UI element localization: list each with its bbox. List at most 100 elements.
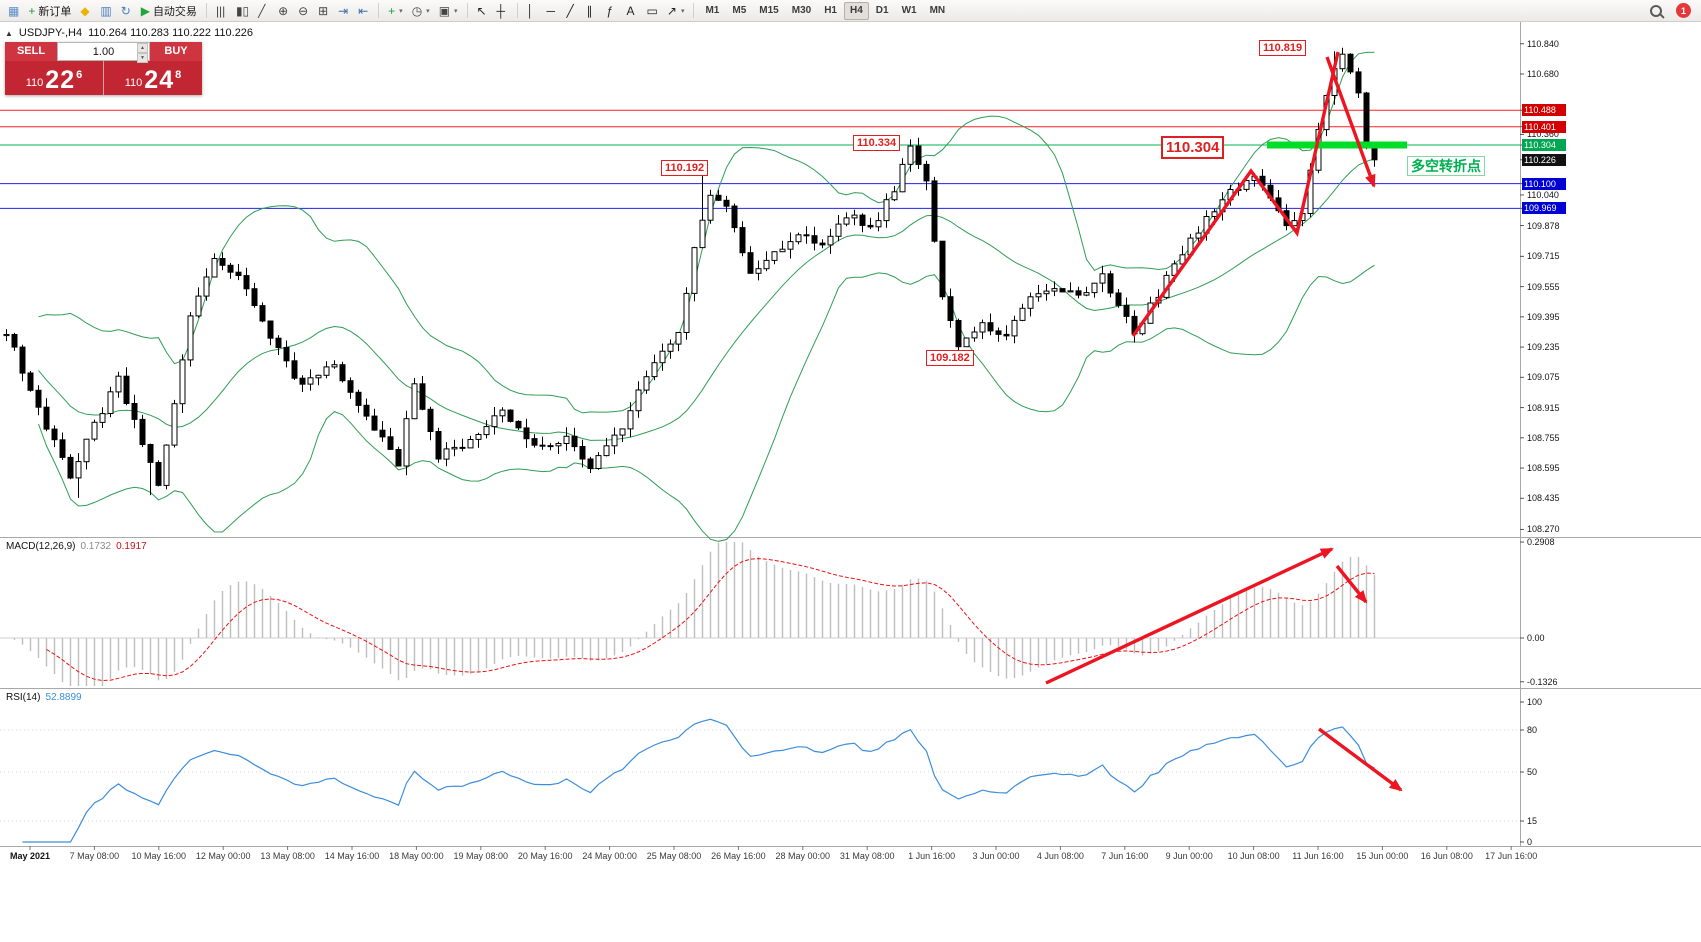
crosshair-icon: ┼ — [496, 3, 506, 18]
volume-stepper[interactable]: 1.00 ▲ ▼ — [57, 42, 150, 63]
toolbar-separator — [378, 3, 380, 18]
time-label-0: May 2021 — [9, 851, 51, 861]
timeframe-w1[interactable]: W1 — [896, 2, 923, 20]
macd-histogram — [13, 542, 1376, 686]
turning-point-label[interactable]: 多空转折点 — [1407, 156, 1485, 176]
label-tool-button[interactable]: ▭ — [643, 1, 662, 20]
volume-decrease-button[interactable]: ▼ — [137, 53, 148, 63]
timeframe-h4[interactable]: H4 — [843, 1, 869, 20]
rsi-indicator-label: RSI(14) 52.8899 — [6, 692, 82, 703]
timeframe-mn[interactable]: MN — [924, 2, 952, 20]
toolbar-separator — [205, 3, 207, 18]
indicator-plus-icon: + — [388, 3, 396, 18]
price-tick-109.075: 109.075 — [1527, 372, 1560, 383]
dropdown-caret-icon: ▾ — [680, 7, 685, 15]
rsi-line — [22, 718, 1375, 843]
trend-arrow-3[interactable] — [1335, 564, 1368, 604]
search-button[interactable] — [1646, 1, 1666, 20]
timeframe-m15[interactable]: M15 — [753, 2, 784, 20]
new-order-button[interactable]: + 新订单 — [24, 1, 75, 20]
buy-button[interactable]: BUY — [150, 42, 202, 61]
chart-window-button[interactable]: ▦ — [4, 1, 23, 20]
toolbar-separator — [693, 3, 695, 18]
candlestick-mode-button[interactable]: ▮▯ — [232, 1, 253, 20]
price-chart[interactable] — [0, 22, 1701, 872]
volume-value[interactable]: 1.00 — [92, 45, 115, 58]
timeframe-d1[interactable]: D1 — [870, 2, 895, 20]
bid-big-digits: 22 — [45, 66, 76, 94]
zoom-out-icon: ⊖ — [298, 3, 309, 18]
toolbar-separator — [516, 3, 518, 18]
shapes-tool-button[interactable]: ↗ ▾ — [663, 1, 689, 20]
cursor-tool-button[interactable]: ↖ — [473, 1, 492, 20]
notification-badge[interactable]: 1 — [1676, 3, 1691, 18]
timeframe-m30[interactable]: M30 — [786, 2, 817, 20]
one-click-trading-panel: SELL 1.00 ▲ ▼ BUY 110 22 6 110 24 8 — [5, 42, 202, 95]
crosshair-tool-button[interactable]: ┼ — [493, 1, 512, 20]
periods-button[interactable]: ◷ ▾ — [408, 1, 434, 20]
trend-arrow-0[interactable] — [1131, 51, 1340, 337]
tile-windows-button[interactable]: ⊞ — [314, 1, 333, 20]
macd-value-signal: 0.1917 — [116, 541, 147, 552]
chart-shift-button[interactable]: ⇤ — [354, 1, 373, 20]
zoom-out-button[interactable]: ⊖ — [294, 1, 313, 20]
bar-chart-mode-button[interactable]: ||| — [212, 1, 231, 20]
price-callout-109.182[interactable]: 109.182 — [926, 350, 974, 366]
candlestick-icon: ▮▯ — [235, 3, 250, 18]
bollinger-lower-band[interactable] — [38, 264, 1375, 542]
dropdown-caret-icon: ▾ — [426, 7, 430, 15]
ask-price-button[interactable]: 110 24 8 — [104, 61, 202, 95]
trend-arrow-1[interactable] — [1325, 56, 1376, 188]
macd-name: MACD(12,26,9) — [6, 541, 76, 552]
price-callout-110.192[interactable]: 110.192 — [661, 160, 709, 176]
marketwatch-button[interactable]: ◆ — [76, 1, 95, 20]
sell-button[interactable]: SELL — [5, 42, 57, 61]
horizontal-line-icon: ─ — [546, 3, 556, 18]
bid-price-button[interactable]: 110 22 6 — [5, 61, 104, 95]
price-callout-110.819[interactable]: 110.819 — [1259, 40, 1307, 56]
bollinger-middle-band[interactable] — [38, 158, 1375, 441]
line-chart-icon: ╱ — [258, 3, 266, 18]
one-click-collapse-icon[interactable]: ▲ — [5, 28, 13, 38]
cursor-icon: ↖ — [476, 3, 487, 18]
new-order-button-label: 新订单 — [38, 5, 72, 18]
rsi-axis-15: 15 — [1527, 816, 1538, 826]
trend-arrow-2[interactable] — [1045, 547, 1334, 685]
auto-scroll-icon: ⇥ — [338, 3, 349, 18]
price-callout-110.334[interactable]: 110.334 — [853, 135, 901, 151]
data-window-button[interactable]: ▥ — [96, 1, 115, 20]
price-callout-110.304[interactable]: 110.304 — [1161, 136, 1225, 159]
vertical-line-tool-button[interactable]: │ — [523, 1, 542, 20]
price-tick-108.435: 108.435 — [1527, 493, 1560, 504]
search-icon — [1650, 4, 1662, 17]
volume-increase-button[interactable]: ▲ — [137, 43, 148, 53]
time-label-19: 10 Jun 08:00 — [1227, 851, 1280, 861]
fibonacci-tool-button[interactable]: ƒ — [603, 1, 622, 20]
label-icon: ▭ — [646, 3, 658, 18]
channel-tool-button[interactable]: ∥ — [583, 1, 602, 20]
tile-windows-icon: ⊞ — [318, 3, 329, 18]
autotrading-button[interactable]: ▶ 自动交易 — [137, 1, 201, 20]
trend-arrow-4[interactable] — [1317, 727, 1403, 792]
time-label-18: 9 Jun 00:00 — [1165, 851, 1213, 861]
price-badge-110.401: 110.401 — [1522, 120, 1566, 133]
macd-axis--0.1326: -0.1326 — [1527, 676, 1558, 687]
trendline-tool-button[interactable]: ╱ — [563, 1, 582, 20]
timeframe-h1[interactable]: H1 — [818, 2, 843, 20]
text-tool-button[interactable]: A — [623, 1, 642, 20]
timeframe-m1[interactable]: M1 — [699, 2, 725, 20]
zoom-in-button[interactable]: ⊕ — [274, 1, 293, 20]
templates-button[interactable]: ▣ ▾ — [435, 1, 462, 20]
bollinger-upper-band[interactable] — [38, 51, 1375, 414]
candles-layer — [3, 47, 1378, 498]
auto-scroll-button[interactable]: ⇥ — [334, 1, 353, 20]
refresh-button[interactable]: ↻ — [117, 1, 136, 20]
time-label-9: 24 May 00:00 — [582, 851, 637, 861]
time-label-3: 12 May 00:00 — [195, 851, 251, 861]
price-tick-110.040: 110.040 — [1527, 189, 1559, 200]
time-axis[interactable]: May 2021 7 May 08:00 10 May 16:00 12 May 00… — [0, 848, 1701, 870]
timeframe-m5[interactable]: M5 — [726, 2, 752, 20]
line-chart-mode-button[interactable]: ╱ — [254, 1, 273, 20]
horizontal-line-tool-button[interactable]: ─ — [543, 1, 562, 20]
indicators-button[interactable]: + ▾ — [384, 1, 407, 20]
